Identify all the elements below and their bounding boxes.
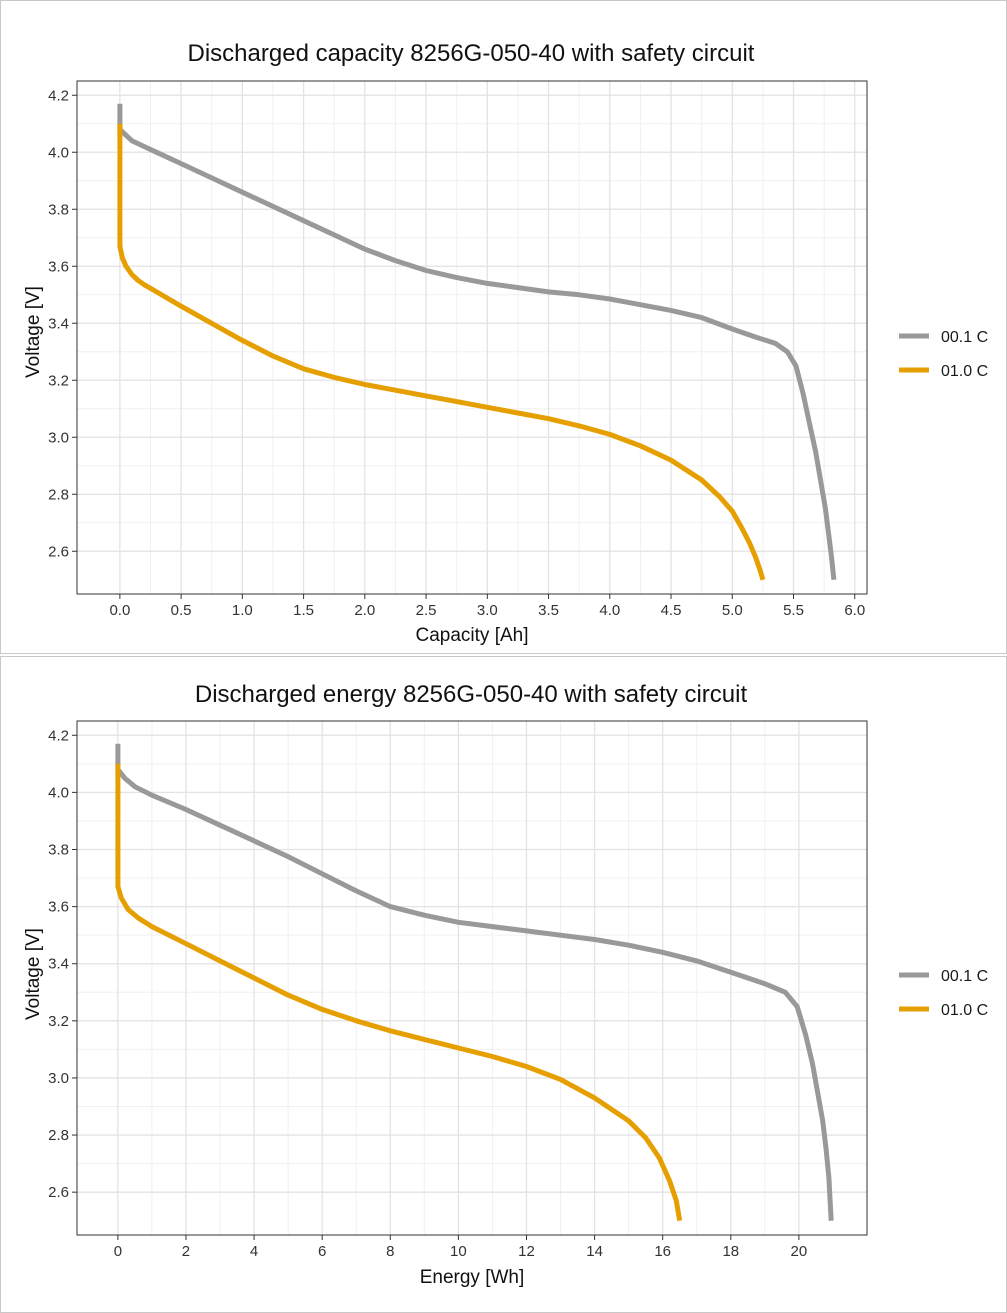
y-tick-label: 3.6 <box>48 258 69 275</box>
y-tick-label: 3.4 <box>48 315 69 332</box>
x-tick-label: 18 <box>722 1243 739 1260</box>
y-tick-label: 4.2 <box>48 727 69 744</box>
plot-border <box>76 80 868 595</box>
x-tick-label: 2.0 <box>354 602 375 619</box>
x-tick-label: 10 <box>450 1243 467 1260</box>
y-tick-label: 2.6 <box>48 543 69 560</box>
x-tick-label: 5.0 <box>722 602 743 619</box>
x-tick-label: 0.5 <box>171 602 192 619</box>
y-tick-label: 3.2 <box>48 1013 69 1030</box>
x-tick-label: 14 <box>586 1243 603 1260</box>
x-tick-label: 2 <box>182 1243 190 1260</box>
legend-label-01c: 00.1 C <box>941 968 988 985</box>
legend: 00.1 C 01.0 C <box>899 968 988 1019</box>
y-axis-label: Voltage [V] <box>23 286 44 378</box>
x-tick-label: 3.5 <box>538 602 559 619</box>
y-tick-label: 3.2 <box>48 372 69 389</box>
grid <box>77 81 867 594</box>
legend-label-10c: 01.0 C <box>941 363 988 380</box>
series-line-10c <box>115 763 683 1222</box>
x-tick-label: 6 <box>318 1243 326 1260</box>
x-tick-label: 1.5 <box>293 602 314 619</box>
y-tick-label: 4.0 <box>48 784 69 801</box>
y-tick-label: 3.0 <box>48 1070 69 1087</box>
x-axis-label: Energy [Wh] <box>420 1267 525 1288</box>
y-tick-label: 3.8 <box>48 201 69 218</box>
plot-border <box>76 720 868 1236</box>
y-tick-label: 3.6 <box>48 899 69 916</box>
x-tick-label: 0 <box>114 1243 122 1260</box>
x-tick-label: 0.0 <box>109 602 130 619</box>
y-tick-label: 2.8 <box>48 486 69 503</box>
energy-chart: Discharged energy 8256G-050-40 with safe… <box>23 681 988 1288</box>
capacity-chart: Discharged capacity 8256G-050-40 with sa… <box>23 40 988 646</box>
x-tick-label: 3.0 <box>477 602 498 619</box>
y-tick-label: 3.4 <box>48 956 69 973</box>
series-line-01c <box>115 743 834 1221</box>
y-axis-label: Voltage [V] <box>23 928 44 1020</box>
x-tick-label: 4.0 <box>599 602 620 619</box>
x-tick-label: 8 <box>386 1243 394 1260</box>
x-axis-label: Capacity [Ah] <box>416 625 529 646</box>
x-tick-label: 4 <box>250 1243 258 1260</box>
x-tick-label: 4.5 <box>661 602 682 619</box>
chart-title: Discharged capacity 8256G-050-40 with sa… <box>188 40 755 67</box>
legend: 00.1 C 01.0 C <box>899 329 988 380</box>
capacity-chart-panel: Discharged capacity 8256G-050-40 with sa… <box>0 0 1007 654</box>
x-tick-label: 12 <box>518 1243 535 1260</box>
x-tick-label: 1.0 <box>232 602 253 619</box>
series-line-10c <box>117 123 766 581</box>
energy-chart-panel: Discharged energy 8256G-050-40 with safe… <box>0 656 1007 1313</box>
x-tick-label: 2.5 <box>416 602 437 619</box>
y-tick-label: 2.8 <box>48 1127 69 1144</box>
axes: 0.0 0.5 1.0 1.5 2.0 2.5 3.0 3.5 4.0 4.5 5.0 5.5 6.0 2… <box>48 80 868 619</box>
series-line-01c <box>117 103 837 581</box>
y-tick-label: 4.0 <box>48 144 69 161</box>
x-tick-label: 6.0 <box>844 602 865 619</box>
chart-title: Discharged energy 8256G-050-40 with safe… <box>195 681 748 708</box>
x-tick-label: 16 <box>654 1243 671 1260</box>
y-tick-label: 3.8 <box>48 842 69 859</box>
y-tick-label: 2.6 <box>48 1184 69 1201</box>
axes: 0 2 4 6 8 10 12 14 16 18 20 2.6 2.8 3.0 3.2 3.4 3.6 3.8 4.… <box>48 720 868 1260</box>
legend-label-10c: 01.0 C <box>941 1002 988 1019</box>
x-tick-label: 20 <box>791 1243 808 1260</box>
y-tick-label: 3.0 <box>48 429 69 446</box>
y-tick-label: 4.2 <box>48 87 69 104</box>
legend-label-01c: 00.1 C <box>941 329 988 346</box>
x-tick-label: 5.5 <box>783 602 804 619</box>
